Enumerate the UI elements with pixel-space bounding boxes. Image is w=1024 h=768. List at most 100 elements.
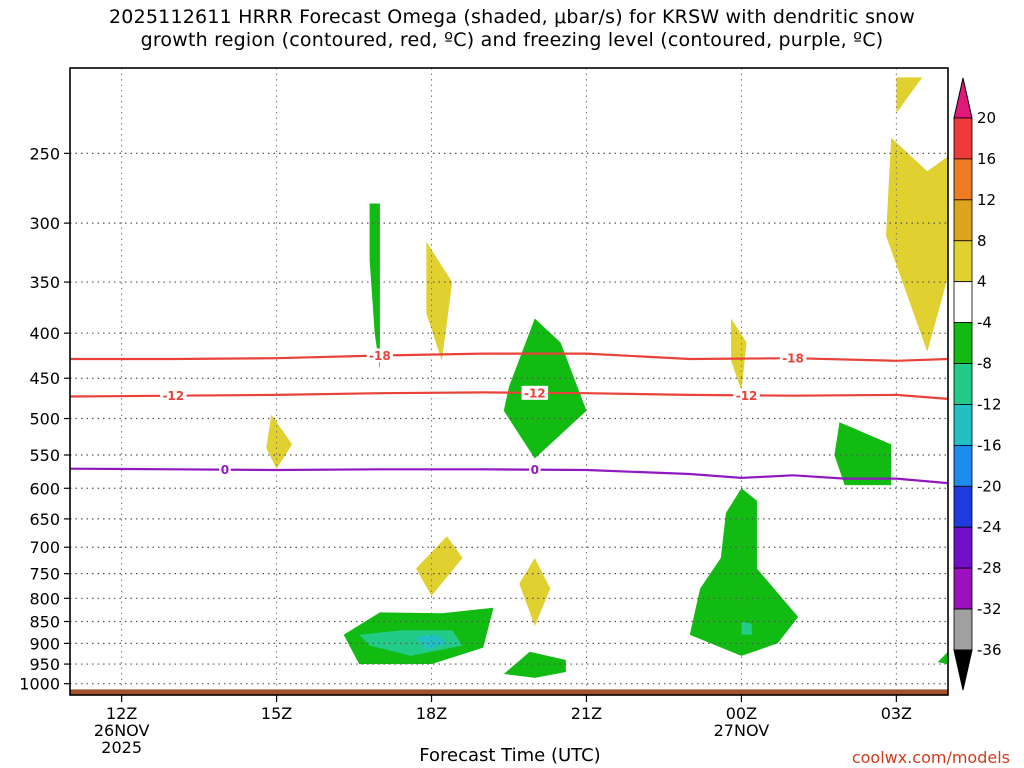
y-tick-label-900: 900 — [29, 634, 60, 653]
x-tick-label-18-0: 18Z — [416, 704, 447, 723]
freezing-level-contour — [70, 467, 948, 485]
dgz-label-0: -18 — [369, 349, 391, 363]
omega-region-9 — [519, 558, 551, 626]
x-tick-label-12-0: 12Z — [106, 704, 137, 723]
colorbar-segment-5 — [953, 322, 973, 364]
freezing-label-1-bg — [529, 462, 541, 477]
contour-lines: -18 -18 -12 -12 -12 0 0 — [70, 348, 948, 485]
colorbar-segment-8 — [953, 444, 973, 487]
colorbar-label-13: -36 — [977, 641, 1002, 659]
colorbar-segment-4 — [953, 281, 973, 324]
colorbar-label-7: -12 — [977, 395, 1002, 413]
y-tick-label-600: 600 — [29, 479, 60, 498]
y-tick-label-800: 800 — [29, 589, 60, 608]
omega-region-5 — [731, 318, 747, 391]
colorbar: 20 16 12 8 4 -4 -8 -12 -16 -20 -24 -28 -32 -36 — [953, 77, 1002, 691]
colorbar-top-arrow — [953, 77, 973, 119]
omega-region-16 — [937, 651, 948, 665]
x-tick-label-15-0: 15Z — [261, 704, 292, 723]
colorbar-segment-10 — [953, 526, 973, 569]
omega-region-14 — [689, 488, 799, 656]
colorbar-label-1: 16 — [977, 150, 996, 168]
colorbar-label-2: 12 — [977, 191, 996, 209]
omega-region-15 — [741, 621, 752, 635]
dgz-label-0-bg — [366, 348, 394, 363]
chart-title: 2025112611 HRRR Forecast Omega (shaded, … — [0, 6, 1024, 52]
terrain-band — [70, 689, 948, 695]
colorbar-segment-6 — [953, 363, 973, 405]
x-tick-label-24-0: 00Z — [726, 704, 757, 723]
colorbar-label-10: -24 — [977, 518, 1002, 536]
colorbar-label-5: -4 — [977, 314, 992, 332]
y-tick-label-850: 850 — [29, 613, 60, 632]
plot-frame — [69, 67, 949, 696]
y-axis: 250 300 350 400 450 500 550 600 650 700 750 800 850 9… — [19, 144, 70, 694]
y-tick-label-500: 500 — [29, 410, 60, 429]
x-tick-label-21-0: 21Z — [571, 704, 602, 723]
freezing-label-1: 0 — [531, 463, 539, 477]
omega-region-13 — [503, 651, 566, 678]
dgz-label-1: -18 — [782, 352, 804, 366]
omega-region-6 — [266, 414, 293, 469]
omega-region-1 — [886, 137, 948, 352]
omega-region-0 — [896, 77, 923, 114]
colorbar-label-11: -28 — [977, 559, 1002, 577]
grid-lines — [70, 68, 948, 695]
colorbar-segment-12 — [953, 608, 973, 651]
y-tick-label-750: 750 — [29, 565, 60, 584]
y-tick-label-350: 350 — [29, 273, 60, 292]
dgz-label-2-bg — [160, 388, 187, 403]
colorbar-label-0: 20 — [977, 109, 996, 127]
x-tick-label-27-0: 03Z — [881, 704, 912, 723]
colorbar-label-9: -20 — [977, 477, 1002, 495]
dgz-label-4-bg — [733, 388, 760, 403]
plot-border — [69, 67, 949, 696]
x-axis-label: Forecast Time (UTC) — [419, 745, 601, 766]
colorbar-label-4: 4 — [977, 273, 987, 291]
title-line-2: growth region (contoured, red, ºC) and f… — [140, 29, 884, 51]
y-tick-label-400: 400 — [29, 324, 60, 343]
freezing-label-0-bg — [219, 462, 231, 477]
y-tick-label-950: 950 — [29, 655, 60, 674]
colorbar-segment-7 — [953, 404, 973, 446]
omega-region-8 — [416, 536, 463, 596]
dgz-contour--18 — [70, 352, 948, 362]
y-tick-label-450: 450 — [29, 369, 60, 388]
source-credit[interactable]: coolwx.com/models — [851, 748, 1010, 767]
y-tick-label-250: 250 — [29, 144, 60, 163]
omega-region-2 — [369, 203, 380, 370]
y-tick-label-650: 650 — [29, 510, 60, 529]
dgz-label-2: -12 — [162, 389, 184, 403]
y-tick-label-1000: 1000 — [19, 675, 60, 694]
omega-region-7 — [834, 422, 892, 486]
y-tick-label-550: 550 — [29, 446, 60, 465]
dgz-label-3: -12 — [524, 386, 546, 400]
colorbar-label-12: -32 — [977, 600, 1002, 618]
colorbar-label-8: -16 — [977, 436, 1002, 454]
dgz-label-1-bg — [779, 351, 807, 366]
y-tick-label-700: 700 — [29, 538, 60, 557]
colorbar-bottom-arrow — [953, 649, 973, 691]
colorbar-segment-1 — [953, 158, 973, 201]
dgz-label-4: -12 — [736, 389, 758, 403]
dgz-label-3-bg — [521, 385, 549, 400]
y-tick-label-300: 300 — [29, 214, 60, 233]
colorbar-segment-2 — [953, 199, 973, 242]
x-tick-label-12-2: 2025 — [101, 738, 142, 757]
colorbar-segment-11 — [953, 567, 973, 610]
colorbar-label-3: 8 — [977, 232, 987, 250]
colorbar-segment-3 — [953, 240, 973, 283]
x-tick-label-24-1: 27NOV — [714, 721, 770, 740]
terrain-fill — [70, 689, 948, 695]
colorbar-label-6: -8 — [977, 355, 992, 373]
omega-region-12 — [416, 634, 447, 650]
title-line-1: 2025112611 HRRR Forecast Omega (shaded, … — [109, 6, 915, 28]
colorbar-segment-0 — [953, 117, 973, 160]
colorbar-segment-9 — [953, 485, 973, 528]
omega-region-3 — [426, 241, 453, 361]
freezing-label-0: 0 — [221, 463, 229, 477]
x-tick-label-12-1: 26NOV — [94, 721, 150, 740]
omega-regions — [266, 77, 948, 678]
